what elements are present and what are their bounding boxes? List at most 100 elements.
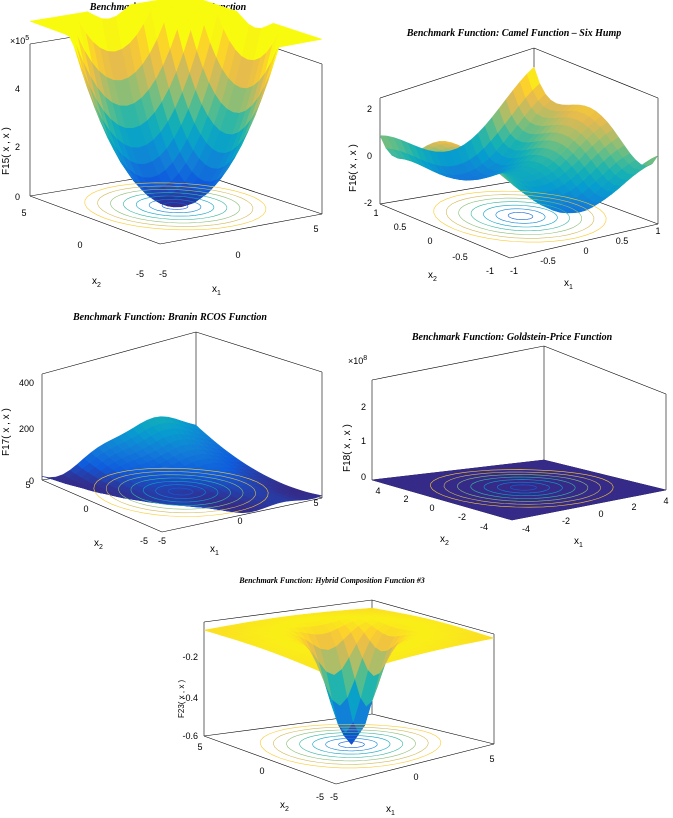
x-tick: 0 — [598, 509, 603, 519]
x-tick: -2 — [562, 516, 570, 526]
chart-branin: Benchmark Function: Branin RCOS Function… — [1, 312, 323, 557]
z-axis-label: F17( x , x ) — [1, 408, 12, 456]
surface-plot — [379, 66, 659, 214]
contour-line — [483, 204, 558, 228]
z-multiplier: ×108 — [348, 355, 367, 366]
y-tick: -0.5 — [452, 252, 468, 262]
x-tick: 4 — [663, 496, 668, 506]
chart-goldstein-price: Benchmark Function: Goldstein-Price Func… — [342, 332, 669, 549]
contour-line — [496, 481, 550, 494]
contour-lines — [84, 182, 267, 231]
y-axis-label: x2 — [280, 800, 289, 813]
contour-line — [495, 208, 546, 224]
y-tick: -5 — [316, 792, 324, 802]
z-axis-label: F16( x , x ) — [348, 144, 359, 192]
contour-line — [84, 182, 267, 231]
y-tick: 0 — [83, 504, 88, 514]
contour-line — [142, 481, 219, 503]
x-tick: 5 — [489, 754, 494, 764]
x-tick: -5 — [158, 536, 166, 546]
y-tick: 0 — [427, 236, 432, 246]
contour-line — [97, 185, 254, 227]
contour-line — [273, 726, 429, 765]
x-tick: -1 — [510, 266, 518, 276]
contour-line — [507, 212, 534, 220]
z-tick: 2 — [367, 104, 372, 114]
contour-line — [470, 476, 576, 499]
y-tick: -1 — [486, 266, 494, 276]
contour-line — [259, 724, 442, 769]
contour-line — [155, 484, 206, 499]
y-axis-label: x2 — [428, 270, 437, 283]
z-tick: 2 — [361, 402, 366, 412]
z-tick: 2 — [15, 142, 20, 152]
contour-line — [458, 197, 583, 235]
contour-line — [123, 192, 228, 220]
contour-line — [299, 732, 404, 758]
contour-line — [312, 735, 391, 755]
x-tick: 1 — [655, 226, 660, 236]
z-tick: -2 — [364, 198, 372, 208]
y-tick: 4 — [375, 486, 380, 496]
contour-lines — [259, 724, 442, 769]
surface-plot — [203, 607, 495, 746]
surface-patch — [169, 0, 179, 2]
z-tick: 4 — [15, 84, 20, 94]
surface-patch — [188, 422, 203, 431]
z-tick: 0 — [29, 476, 34, 486]
surface-patch — [192, 0, 207, 3]
x-tick: -5 — [159, 269, 167, 279]
contour-line — [325, 738, 378, 752]
contour-line — [470, 201, 570, 232]
surface-plot — [29, 0, 323, 208]
surface-plot — [371, 459, 667, 521]
x-tick: 0.5 — [616, 236, 629, 246]
contour-line — [161, 202, 189, 210]
y-tick: -5 — [136, 269, 144, 279]
contour-line — [445, 194, 595, 239]
contour-line — [130, 477, 231, 506]
x-tick: 5 — [313, 224, 318, 234]
surface-patch — [526, 66, 540, 91]
contour-line — [105, 471, 256, 514]
x-tick: 2 — [631, 502, 636, 512]
z-tick: 0 — [361, 472, 366, 482]
contour-line — [443, 471, 601, 505]
y-tick: 1 — [373, 208, 378, 218]
contour-line — [338, 741, 365, 748]
x-tick: 0 — [235, 250, 240, 260]
x-tick: -4 — [522, 524, 530, 534]
x-tick: 0 — [413, 772, 418, 782]
z-axis-label: F18( x , x ) — [342, 424, 353, 472]
contour-line — [483, 479, 563, 497]
chart-hybrid-composition: Benchmark Function: Hybrid Composition F… — [177, 576, 495, 817]
y-tick: 5 — [197, 742, 202, 752]
surface-patch — [159, 0, 173, 3]
y-tick: 5 — [25, 480, 30, 490]
z-tick: 1 — [361, 436, 366, 446]
surface-patch — [180, 0, 194, 2]
z-tick: 200 — [19, 424, 34, 434]
y-axis-label: x2 — [440, 534, 449, 547]
x-tick: 5 — [313, 498, 318, 508]
x-axis-label: x1 — [564, 278, 573, 291]
chart-title: Benchmark Function: Camel Function – Six… — [406, 28, 622, 39]
z-tick: -0.6 — [182, 731, 198, 741]
z-tick: -0.4 — [182, 693, 198, 703]
chart-title: Benchmark Function: Hybrid Composition F… — [238, 576, 425, 585]
surface-patch — [536, 459, 550, 463]
contour-line — [457, 474, 589, 502]
contour-line — [93, 467, 269, 517]
chart-camel: Benchmark Function: Camel Function – Six… — [348, 28, 661, 291]
contour-lines — [430, 469, 614, 508]
z-tick: 400 — [19, 378, 34, 388]
y-axis-label: x2 — [94, 538, 103, 551]
surface-patch — [152, 0, 166, 4]
z-tick: 0 — [367, 151, 372, 161]
contour-line — [286, 729, 416, 762]
surface-plot — [41, 416, 323, 514]
contour-line — [110, 189, 241, 224]
y-tick: -4 — [480, 522, 488, 532]
contour-lines — [93, 467, 269, 517]
chart-brad: Benchmark Function: Brad Function ×105 0… — [1, 0, 323, 297]
